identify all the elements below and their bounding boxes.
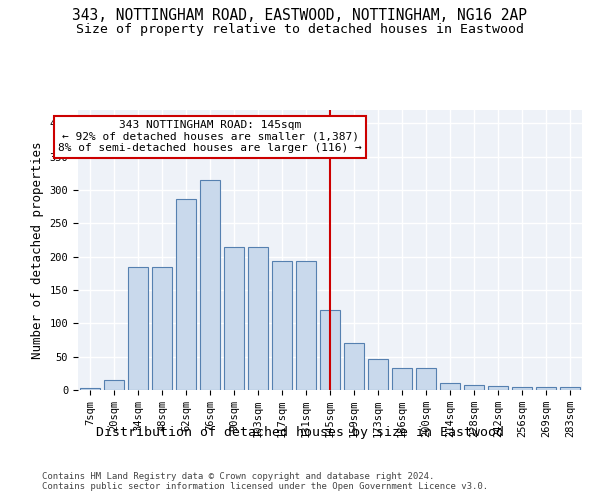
Text: Distribution of detached houses by size in Eastwood: Distribution of detached houses by size … [96,426,504,439]
Bar [368,360,388,390]
Bar [272,262,292,390]
Text: Size of property relative to detached houses in Eastwood: Size of property relative to detached ho… [76,22,524,36]
Bar [344,344,364,390]
Bar [560,388,580,390]
Y-axis label: Number of detached properties: Number of detached properties [31,141,44,359]
Bar [392,368,412,390]
Bar [440,384,460,390]
Text: 343, NOTTINGHAM ROAD, EASTWOOD, NOTTINGHAM, NG16 2AP: 343, NOTTINGHAM ROAD, EASTWOOD, NOTTINGH… [73,8,527,22]
Bar [536,386,556,390]
Bar [512,386,532,390]
Bar [128,266,148,390]
Bar [104,380,124,390]
Bar [416,368,436,390]
Text: Contains public sector information licensed under the Open Government Licence v3: Contains public sector information licen… [42,482,488,491]
Bar [320,310,340,390]
Bar [80,388,100,390]
Bar [224,246,244,390]
Bar [152,266,172,390]
Bar [464,386,484,390]
Bar [296,262,316,390]
Text: 343 NOTTINGHAM ROAD: 145sqm
← 92% of detached houses are smaller (1,387)
8% of s: 343 NOTTINGHAM ROAD: 145sqm ← 92% of det… [58,120,362,153]
Text: Contains HM Land Registry data © Crown copyright and database right 2024.: Contains HM Land Registry data © Crown c… [42,472,434,481]
Bar [488,386,508,390]
Bar [200,180,220,390]
Bar [176,198,196,390]
Bar [248,246,268,390]
